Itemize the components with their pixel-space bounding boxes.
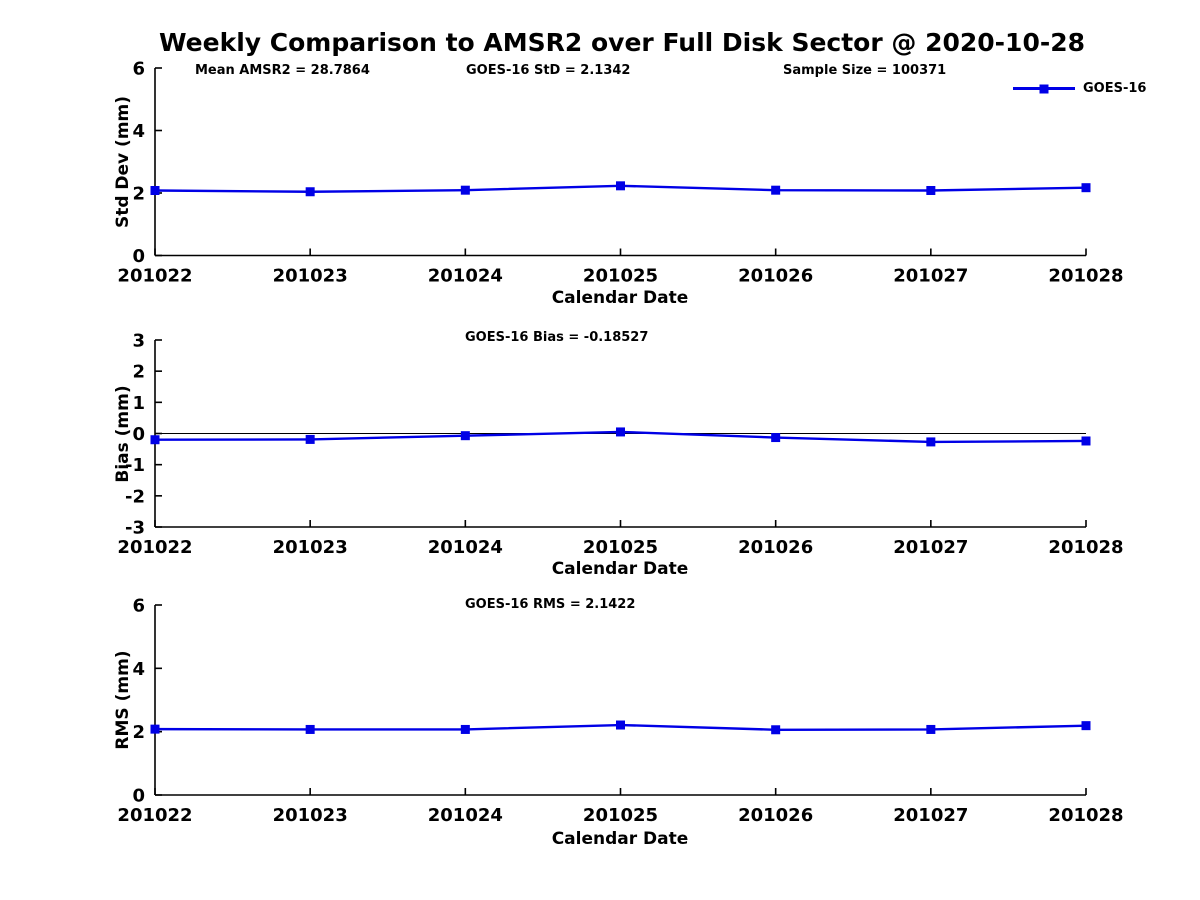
legend-marker-icon bbox=[1039, 84, 1049, 93]
data-point-marker bbox=[1081, 436, 1091, 446]
data-point-marker bbox=[616, 720, 625, 730]
x-tick-label: 201025 bbox=[583, 266, 658, 287]
y-tick-label: -2 bbox=[125, 486, 145, 507]
ylabel-stddev: Std Dev (mm) bbox=[113, 95, 133, 229]
x-tick-label: 201024 bbox=[428, 266, 503, 287]
annotation-sample-size: Sample Size = 100371 bbox=[783, 63, 947, 78]
x-tick-label: 201026 bbox=[738, 266, 813, 287]
x-tick-label: 201026 bbox=[738, 537, 813, 558]
x-tick-label: 201022 bbox=[117, 266, 192, 287]
data-point-marker bbox=[1081, 183, 1091, 193]
y-tick-label: 4 bbox=[132, 121, 145, 142]
data-point-marker bbox=[771, 185, 781, 195]
y-tick-label: 0 bbox=[132, 786, 145, 807]
annotation-goes16-std: GOES-16 StD = 2.1342 bbox=[466, 63, 631, 78]
x-tick-label: 201025 bbox=[583, 537, 658, 558]
y-tick-label: 2 bbox=[132, 184, 145, 205]
data-point-marker bbox=[771, 433, 781, 443]
data-point-marker bbox=[150, 435, 160, 445]
data-point-marker bbox=[460, 724, 470, 734]
x-tick-label: 201028 bbox=[1048, 266, 1123, 287]
y-tick-label: 6 bbox=[132, 59, 145, 80]
x-tick-label: 201028 bbox=[1048, 537, 1123, 558]
data-point-marker bbox=[1081, 721, 1091, 731]
data-point-marker bbox=[150, 724, 160, 734]
legend-label: GOES-16 bbox=[1083, 81, 1147, 96]
x-tick-label: 201023 bbox=[273, 266, 348, 287]
x-tick-label: 201026 bbox=[738, 805, 813, 826]
data-point-marker bbox=[926, 437, 936, 447]
y-tick-label: 0 bbox=[132, 246, 145, 267]
x-tick-label: 201022 bbox=[117, 805, 192, 826]
data-point-marker bbox=[305, 187, 315, 197]
x-tick-label: 201027 bbox=[893, 805, 968, 826]
y-tick-label: 2 bbox=[132, 722, 145, 743]
data-point-marker bbox=[926, 186, 936, 195]
data-point-marker bbox=[305, 724, 315, 734]
data-point-marker bbox=[616, 427, 625, 437]
y-tick-label: 1 bbox=[132, 393, 145, 414]
data-point-marker bbox=[150, 186, 160, 195]
x-tick-label: 201025 bbox=[583, 805, 658, 826]
x-tick-label: 201028 bbox=[1048, 805, 1123, 826]
y-tick-label: 4 bbox=[132, 659, 145, 680]
x-tick-label: 201023 bbox=[273, 805, 348, 826]
xlabel-calendar-date-1: Calendar Date bbox=[551, 288, 689, 308]
ylabel-bias: Bias (mm) bbox=[113, 385, 133, 483]
x-tick-label: 201023 bbox=[273, 537, 348, 558]
page-title: Weekly Comparison to AMSR2 over Full Dis… bbox=[158, 28, 1086, 57]
data-point-marker bbox=[460, 431, 470, 441]
chart-title-rms: GOES-16 RMS = 2.1422 bbox=[465, 597, 636, 612]
y-tick-label: -3 bbox=[125, 518, 145, 539]
data-point-marker bbox=[305, 434, 315, 444]
y-tick-label: 6 bbox=[132, 596, 145, 617]
y-tick-label: -1 bbox=[125, 455, 145, 476]
x-tick-label: 201027 bbox=[893, 266, 968, 287]
data-point-marker bbox=[616, 181, 625, 191]
data-point-marker bbox=[460, 185, 470, 195]
x-tick-label: 201024 bbox=[428, 805, 503, 826]
legend-line-sample bbox=[1013, 84, 1075, 93]
y-tick-label: 0 bbox=[132, 424, 145, 445]
chart-title-bias: GOES-16 Bias = -0.18527 bbox=[465, 330, 649, 345]
xlabel-calendar-date-3: Calendar Date bbox=[551, 829, 689, 849]
data-point-marker bbox=[926, 724, 936, 734]
x-tick-label: 201022 bbox=[117, 537, 192, 558]
annotation-mean-amsr2: Mean AMSR2 = 28.7864 bbox=[195, 63, 370, 78]
ylabel-rms: RMS (mm) bbox=[113, 650, 133, 750]
y-tick-label: 3 bbox=[132, 331, 145, 352]
y-tick-label: 2 bbox=[132, 362, 145, 383]
x-tick-label: 201027 bbox=[893, 537, 968, 558]
legend: GOES-16 bbox=[1013, 81, 1146, 96]
xlabel-calendar-date-2: Calendar Date bbox=[551, 559, 689, 579]
data-point-marker bbox=[771, 725, 781, 735]
x-tick-label: 201024 bbox=[428, 537, 503, 558]
